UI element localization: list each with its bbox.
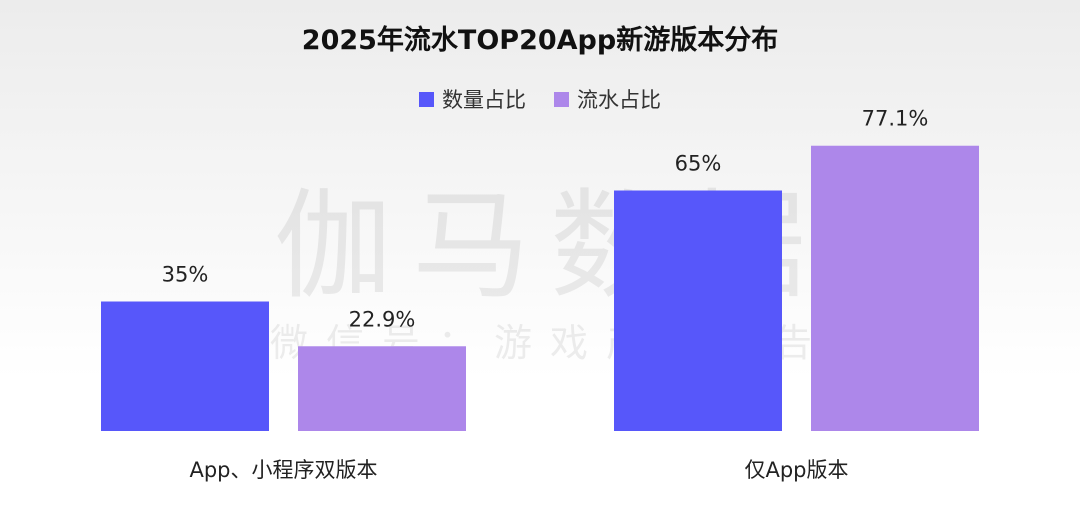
legend-swatch (554, 91, 569, 107)
bar (298, 346, 466, 431)
legend: 数量占比 流水占比 (0, 84, 1080, 114)
legend-item-revenue: 流水占比 (554, 84, 661, 114)
data-label: 77.1% (862, 107, 929, 131)
bar (811, 145, 979, 432)
x-tick-label: 仅App版本 (744, 458, 848, 482)
legend-label: 流水占比 (577, 88, 661, 112)
legend-label: 数量占比 (442, 88, 526, 112)
data-label: 35% (162, 263, 209, 287)
legend-item-count: 数量占比 (419, 84, 526, 114)
data-label: 65% (675, 152, 722, 176)
data-label: 22.9% (349, 307, 416, 331)
x-tick-label: App、小程序双版本 (189, 458, 377, 482)
bar (101, 301, 269, 431)
chart-title: 2025年流水TOP20App新游版本分布 (301, 25, 779, 56)
legend-swatch (419, 91, 434, 107)
bar (614, 190, 782, 431)
